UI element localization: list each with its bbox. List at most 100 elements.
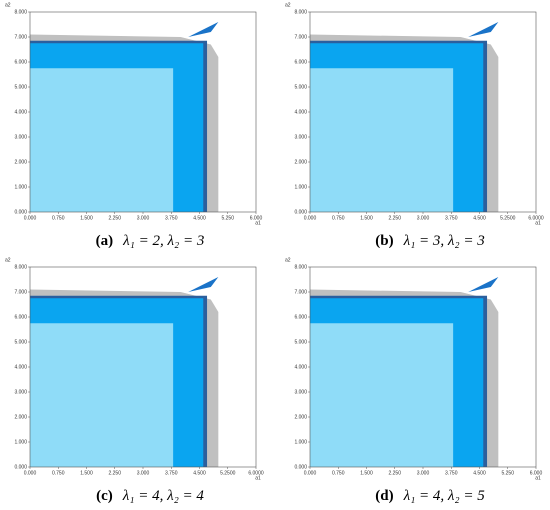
y-tick-label: 8.000 — [294, 264, 307, 270]
y-tick-label: 7.000 — [14, 289, 27, 295]
y-tick-label: 0.000 — [14, 464, 27, 470]
x-tick-label: 1.500 — [360, 215, 373, 221]
x-tick-label: 5.250 — [501, 470, 514, 476]
x-tick-label: 4.500 — [193, 215, 206, 221]
caption-text: λ₁ = 2, λ₂ = 3 — [122, 233, 204, 249]
y-tick-label: 6.000 — [294, 59, 307, 65]
y-tick-label: 5.000 — [14, 339, 27, 345]
y-tick-label: 2.000 — [14, 414, 27, 420]
x-tick-label: 2.250 — [108, 470, 121, 476]
x-tick-label: 0.000 — [24, 470, 37, 476]
x-tick-label: 3.000 — [417, 215, 430, 221]
x-tick-label: 5.2500 — [500, 215, 516, 221]
x-tick-label: 2.250 — [388, 215, 401, 221]
region — [188, 277, 219, 292]
y-tick-label: 1.000 — [14, 184, 27, 190]
y-tick-label: 4.000 — [294, 109, 307, 115]
region — [468, 22, 499, 37]
caption-label: (a) — [96, 233, 114, 249]
region — [188, 22, 219, 37]
caption-text: λ₁ = 3, λ₂ = 3 — [403, 233, 485, 249]
region — [30, 68, 174, 212]
y-tick-label: 3.000 — [14, 389, 27, 395]
y-tick-label: 2.000 — [294, 414, 307, 420]
y-tick-label: 8.000 — [14, 9, 27, 15]
y-tick-label: 6.000 — [14, 314, 27, 320]
x-tick-label: 1.500 — [80, 470, 93, 476]
x-tick-label: 3.000 — [137, 470, 150, 476]
x-tick-label: 2.250 — [388, 470, 401, 476]
y-tick-label: 6.000 — [294, 314, 307, 320]
caption-text: λ₁ = 4, λ₂ = 5 — [403, 488, 486, 504]
x-tick-label: 0.750 — [52, 470, 65, 476]
x-tick-label: 0.750 — [332, 215, 345, 221]
x-axis-label: a1 — [255, 220, 261, 226]
x-tick-label: 4.500 — [473, 215, 486, 221]
y-tick-label: 8.000 — [294, 9, 307, 15]
caption-label: (d) — [375, 488, 393, 504]
x-tick-label: 3.000 — [417, 470, 430, 476]
region — [310, 323, 454, 467]
y-tick-label: 7.000 — [294, 289, 307, 295]
x-tick-label: 6.0000 — [528, 215, 544, 221]
y-tick-label: 1.000 — [294, 439, 307, 445]
y-tick-label: 3.000 — [294, 134, 307, 140]
x-tick-label: 3.750 — [445, 215, 458, 221]
caption-label: (c) — [96, 488, 113, 504]
y-tick-label: 5.000 — [294, 339, 307, 345]
x-axis-label: a1 — [535, 475, 541, 481]
y-tick-label: 4.000 — [14, 364, 27, 370]
y-tick-label: 5.000 — [294, 84, 307, 90]
y-axis-label: a2 — [5, 2, 11, 8]
caption-label: (b) — [375, 233, 393, 249]
y-tick-label: 4.000 — [14, 109, 27, 115]
y-tick-label: 1.000 — [14, 439, 27, 445]
x-tick-label: 3.750 — [165, 470, 178, 476]
x-tick-label: 0.750 — [52, 215, 65, 221]
x-tick-label: 6.000 — [530, 470, 543, 476]
y-tick-label: 7.000 — [14, 34, 27, 40]
y-tick-label: 0.000 — [294, 209, 307, 215]
region — [30, 323, 174, 467]
x-tick-label: 4.500 — [473, 470, 486, 476]
x-tick-label: 2.250 — [108, 215, 121, 221]
caption: (a) λ₁ = 2, λ₂ = 3 — [96, 233, 205, 249]
x-tick-label: 0.000 — [304, 215, 317, 221]
x-axis-label: a1 — [535, 220, 541, 226]
y-tick-label: 5.000 — [14, 84, 27, 90]
y-tick-label: 0.000 — [14, 209, 27, 215]
x-tick-label: 3.000 — [137, 215, 150, 221]
x-tick-label: 0.750 — [332, 470, 345, 476]
x-tick-label: 3.750 — [165, 215, 178, 221]
x-tick-label: 6.000 — [250, 215, 263, 221]
y-tick-label: 8.000 — [14, 264, 27, 270]
y-tick-label: 2.000 — [294, 159, 307, 165]
x-tick-label: 5.2500 — [220, 470, 236, 476]
y-axis-label: a2 — [5, 257, 11, 263]
caption: (b) λ₁ = 3, λ₂ = 3 — [375, 233, 485, 249]
x-tick-label: 3.750 — [445, 470, 458, 476]
x-tick-label: 5.250 — [221, 215, 234, 221]
region — [310, 68, 454, 212]
x-tick-label: 0.000 — [24, 215, 37, 221]
y-tick-label: 3.000 — [14, 134, 27, 140]
y-axis-label: a2 — [285, 257, 291, 263]
region — [468, 277, 499, 292]
x-tick-label: 6.0000 — [248, 470, 264, 476]
x-tick-label: 4.500 — [193, 470, 206, 476]
y-tick-label: 1.000 — [294, 184, 307, 190]
y-tick-label: 2.000 — [14, 159, 27, 165]
y-tick-label: 3.000 — [294, 389, 307, 395]
y-tick-label: 6.000 — [14, 59, 27, 65]
x-tick-label: 1.500 — [80, 215, 93, 221]
y-tick-label: 0.000 — [294, 464, 307, 470]
x-axis-label: a1 — [255, 475, 261, 481]
caption-text: λ₁ = 4, λ₂ = 4 — [122, 488, 205, 504]
y-axis-label: a2 — [285, 2, 291, 8]
x-tick-label: 0.000 — [304, 470, 317, 476]
caption: (c) λ₁ = 4, λ₂ = 4 — [96, 488, 204, 504]
caption: (d) λ₁ = 4, λ₂ = 5 — [375, 488, 485, 504]
x-tick-label: 1.500 — [360, 470, 373, 476]
